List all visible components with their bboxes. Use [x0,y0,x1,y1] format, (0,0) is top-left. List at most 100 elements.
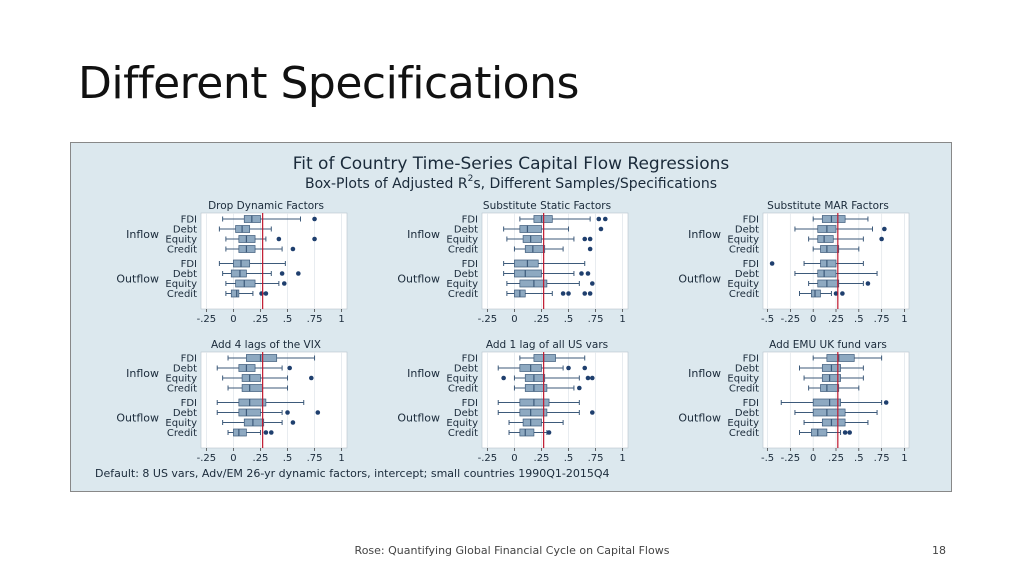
category-label: Debt [735,225,759,236]
figure-note: Default: 8 US vars, Adv/EM 26-yr dynamic… [95,467,610,480]
x-tick-label: 1 [901,453,907,464]
x-tick-label: .5 [854,453,864,464]
category-label: Credit [448,384,478,395]
category-label: Debt [454,364,478,375]
category-label: Credit [729,384,759,395]
category-label: Credit [167,245,197,256]
box [826,354,855,362]
x-tick-label: .75 [588,453,604,464]
box [235,279,256,288]
box [821,418,846,427]
x-tick-label: 0 [230,314,236,325]
category-label: FDI [743,398,759,409]
x-tick-label: .5 [564,314,574,325]
x-tick-label: -.25 [197,314,217,325]
category-label: Debt [173,408,197,419]
category-label: FDI [181,259,197,270]
category-label: FDI [743,354,759,365]
group-label: Outflow [678,412,721,425]
outlier-point [590,281,595,286]
outlier-point [602,216,608,222]
outlier-point [596,216,602,222]
outlier-point [587,236,593,242]
x-tick-label: 1 [901,314,907,325]
x-tick-label: 0 [511,453,517,464]
box-plot-figure: Fit of Country Time-Series Capital Flow … [71,143,951,491]
x-tick-label: .5 [283,453,293,464]
category-label: FDI [462,398,478,409]
outlier-point [587,291,593,296]
category-label: Credit [167,428,197,439]
group-label: Outflow [397,412,440,425]
slide-title: Different Specifications [78,58,579,109]
outlier-point [590,375,595,381]
box [241,384,263,392]
x-tick-label: .25 [253,314,269,325]
category-label: Credit [729,428,759,439]
outlier-point [268,430,274,435]
group-label: Inflow [126,228,159,241]
group-label: Outflow [678,273,721,286]
category-label: FDI [462,215,478,226]
x-tick-label: .5 [283,314,293,325]
category-label: Credit [729,245,759,256]
x-tick-label: 0 [810,314,816,325]
category-label: Equity [727,418,759,429]
panel-title: Drop Dynamic Factors [208,200,324,212]
box [519,408,548,417]
figure-subtitle-superscript: 2 [468,174,474,184]
box [817,279,840,288]
category-label: Debt [454,269,478,280]
box [522,418,542,427]
outlier-point [546,430,552,435]
outlier-point [585,375,591,381]
group-label: Outflow [397,273,440,286]
box [522,235,542,243]
x-tick-label: 0 [511,314,517,325]
outlier-point [842,430,848,435]
category-label: Credit [448,428,478,439]
category-label: Credit [448,245,478,256]
box [514,269,542,278]
outlier-point [296,271,301,276]
category-label: Equity [165,418,197,429]
x-tick-label: 0 [810,453,816,464]
outlier-point [879,236,884,242]
x-tick-label: 1 [619,314,625,325]
group-label: Inflow [407,367,440,380]
box [524,384,548,392]
category-label: FDI [181,398,197,409]
x-tick-label: .5 [564,453,574,464]
group-label: Inflow [688,228,721,241]
category-label: Debt [173,269,197,280]
category-label: Equity [446,418,478,429]
category-label: Debt [173,364,197,375]
box [519,428,535,437]
category-label: FDI [181,215,197,226]
x-tick-label: .75 [874,453,890,464]
category-label: FDI [743,215,759,226]
outlier-point [285,410,290,415]
box [519,225,542,233]
x-tick-label: 0 [230,453,236,464]
box [821,374,841,382]
outlier-point [263,430,269,435]
box [820,245,840,253]
outlier-point [290,246,296,252]
group-label: Outflow [116,273,159,286]
figure-subtitle-main: Box-Plots of Adjusted R [305,176,468,192]
outlier-point [769,261,775,266]
figure-subtitle-rest: s, Different Samples/Specifications [473,176,717,192]
category-label: Equity [727,279,759,290]
outlier-point [585,271,591,276]
x-tick-label: -.5 [761,453,774,464]
panel-title: Add EMU UK fund vars [769,339,887,351]
category-label: FDI [462,259,478,270]
category-label: Equity [727,235,759,246]
panel-title: Substitute MAR Factors [767,200,889,212]
category-label: Credit [729,289,759,300]
outlier-point [865,281,871,286]
group-label: Inflow [688,367,721,380]
box [812,408,846,417]
box [233,428,247,437]
